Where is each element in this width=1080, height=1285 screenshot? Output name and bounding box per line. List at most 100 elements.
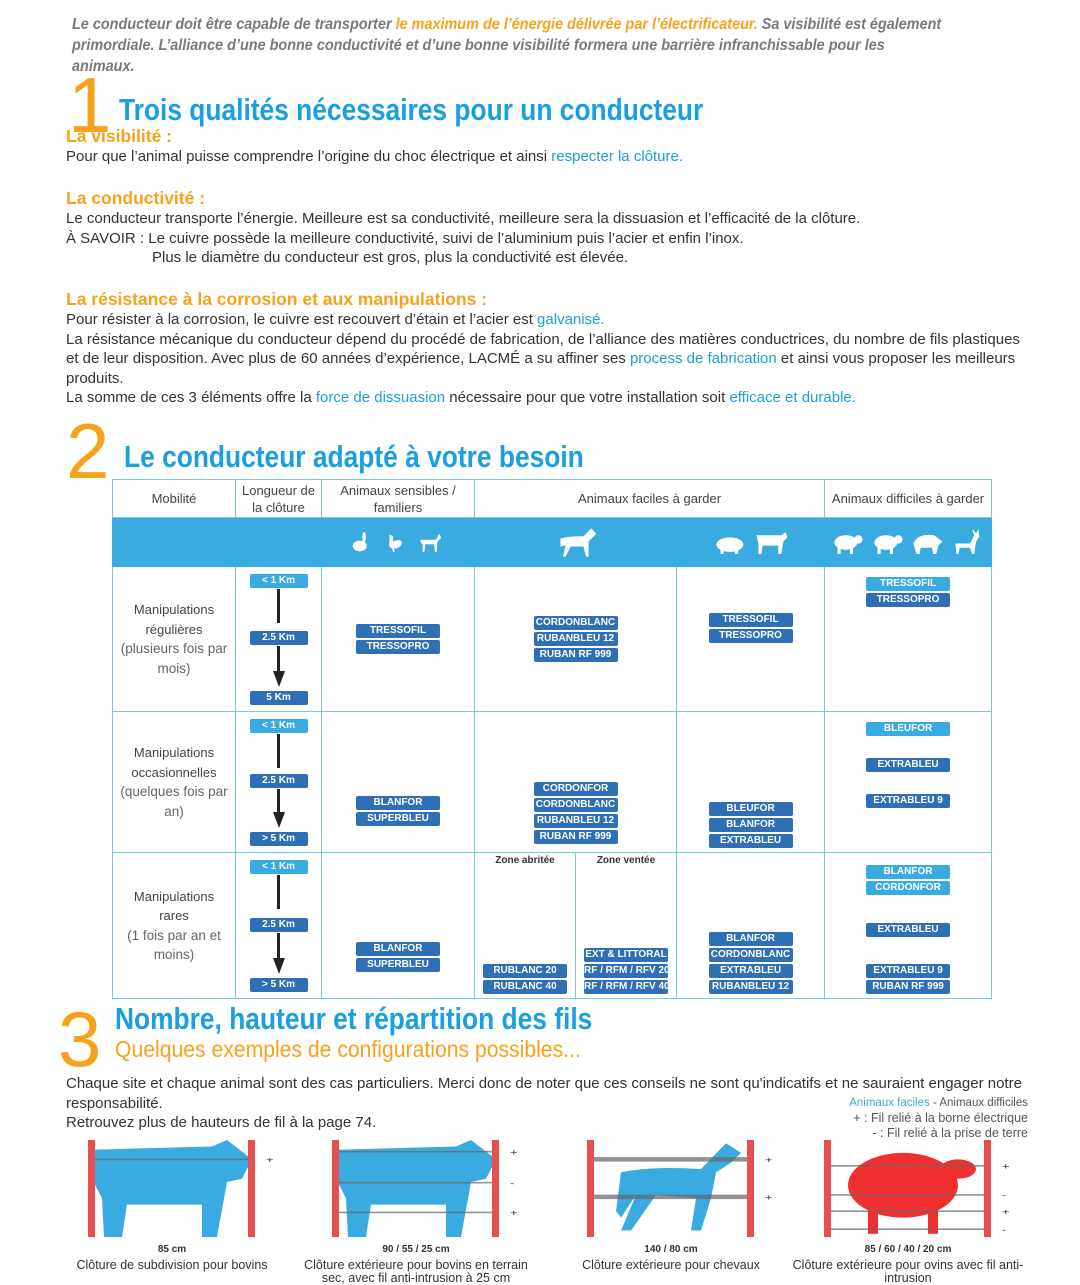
legend-faciles: Animaux faciles xyxy=(849,1097,930,1109)
tag-group: BLANFOR SUPERBLEU xyxy=(322,940,474,974)
section-subtitle-3: Quelques exemples de configurations poss… xyxy=(115,1036,581,1062)
sheep-icon xyxy=(848,1152,976,1234)
header-mobilite: Mobilité xyxy=(112,479,236,518)
fence-example: + - +90 / 55 / 25 cm Clôture extérieure pou… xyxy=(296,1140,536,1285)
product-tag: TRESSOFIL xyxy=(866,577,951,591)
text-segment: Pour que l’animal puisse comprendre l’or… xyxy=(66,148,552,165)
product-tag: RUBAN RF 999 xyxy=(866,980,951,994)
resistance-heading: La résistance à la corrosion et aux mani… xyxy=(66,289,488,309)
product-tag: BLANFOR xyxy=(708,932,793,946)
fence-illustration: + - + - xyxy=(824,1140,1010,1237)
length-tag: 2.5 Km xyxy=(249,917,308,932)
product-tag: RUBANBLEU 12 xyxy=(708,980,793,994)
wire-heights: 85 cm xyxy=(157,1244,187,1255)
tag-group: EXTRABLEU 9 xyxy=(825,792,991,810)
sheep-icon xyxy=(874,535,903,554)
product-tag: TRESSOFIL xyxy=(708,613,793,627)
wire-polarity: + xyxy=(1002,1162,1010,1171)
product-tag: RF / RFM / RFV 20 xyxy=(584,964,670,978)
product-tag: CORDONBLANC xyxy=(533,798,618,812)
tag-group: BLANFOR CORDONFOR xyxy=(825,863,991,897)
fence-post xyxy=(492,1140,499,1237)
fence-illustration: + - + xyxy=(332,1140,518,1237)
text-segment: et ainsi vous proposer les meilleurs pro… xyxy=(66,350,1016,406)
product-tag: TRESSOPRO xyxy=(708,629,793,643)
product-tag: BLANFOR xyxy=(356,796,440,810)
arrow-line xyxy=(277,589,280,623)
wire-polarity: + xyxy=(765,1193,773,1202)
product-tag: BLEUFOR xyxy=(866,722,951,736)
header-sensibles: Animaux sensibles / familiers xyxy=(321,479,475,518)
legend: Animaux faciles - Animaux difficiles + :… xyxy=(849,1096,1028,1141)
visibility-heading: La visibilité : xyxy=(66,126,172,146)
length-scale: < 1 Km 2.5 Km 5 Km xyxy=(236,567,321,711)
fence-caption: Clôture de subdivision pour bovins xyxy=(76,1258,268,1272)
product-tag: RUBAN RF 999 xyxy=(533,830,618,844)
product-tag: RUBLANC 40 xyxy=(483,980,567,994)
zone-ventee-label: Zone ventée xyxy=(596,855,656,866)
tag-group: CORDONBLANC RUBANBLEU 12 RUBAN RF 999 xyxy=(475,614,676,664)
product-tag: RF / RFM / RFV 40 xyxy=(584,980,670,994)
resistance-text: Pour résister à la corrosion, le cuivre … xyxy=(66,310,1026,408)
fence-post xyxy=(747,1140,754,1237)
section-title-2: Le conducteur adapté à votre besoin xyxy=(124,439,584,474)
arrow-down-icon xyxy=(272,671,285,687)
product-tag: CORDONBLANC xyxy=(533,616,618,630)
section-number-2: 2 xyxy=(66,407,110,495)
header-difficiles: Animaux difficiles à garder xyxy=(824,479,993,518)
dog-icon xyxy=(420,533,442,553)
section-title-1: Trois qualités nécessaires pour un condu… xyxy=(119,92,704,127)
horse-icon xyxy=(616,1143,741,1231)
legend-minus: - : Fil relié à la prise de terre xyxy=(872,1126,1028,1140)
length-tag: > 5 Km xyxy=(249,832,308,846)
arrow-down-icon xyxy=(272,812,285,828)
length-scale: < 1 Km 2.5 Km > 5 Km xyxy=(236,712,321,852)
rabbit-icon xyxy=(352,531,367,552)
product-tag: TRESSOPRO xyxy=(356,640,440,654)
intro-text: Le conducteur doit être capable de trans… xyxy=(72,14,946,77)
fence-example: +85 cm Clôture de subdivision pour bovins xyxy=(52,1140,292,1272)
wire-polarity: - xyxy=(1002,1226,1007,1235)
tag-group: BLANFOR SUPERBLEU xyxy=(322,794,474,828)
length-tag: 2.5 Km xyxy=(249,631,308,645)
cow-icon xyxy=(92,1140,252,1237)
length-tag: > 5 Km xyxy=(249,978,308,992)
wire-polarity: + xyxy=(510,1148,518,1157)
length-tag: < 1 Km xyxy=(249,574,308,588)
wire-polarity: + xyxy=(510,1209,518,1218)
zone-abritee-label: Zone abritée xyxy=(495,855,555,866)
tag-group: BLANFOR CORDONBLANC EXTRABLEU RUBANBLEU 12 xyxy=(677,930,824,996)
cow-calf-icon xyxy=(336,1140,496,1237)
product-tag: EXT & LITTORAL xyxy=(584,948,668,962)
product-tag: CORDONFOR xyxy=(866,881,951,895)
highlight-text: respecter la clôture. xyxy=(551,148,684,165)
product-tag: RUBAN RF 999 xyxy=(533,648,618,662)
product-tag: SUPERBLEU xyxy=(356,812,440,826)
legend-plus: + : Fil relié à la borne électrique xyxy=(853,1111,1028,1125)
mobility-cell: Manipulations occasionnelles (quelques fo… xyxy=(112,711,236,853)
legend-sep: - xyxy=(929,1097,940,1109)
horse-icon xyxy=(560,528,596,557)
disclaimer-text: Chaque site et chaque animal sont des ca… xyxy=(66,1075,1022,1112)
wire-heights: 90 / 55 / 25 cm xyxy=(382,1244,450,1255)
conductivity-heading: La conductivité : xyxy=(66,188,206,208)
highlight-text: process de fabrication xyxy=(629,350,777,367)
a-savoir-label: À SAVOIR xyxy=(66,229,136,247)
arrow-line xyxy=(277,734,280,768)
product-tag: BLANFOR xyxy=(866,865,951,879)
fence-post xyxy=(88,1140,95,1237)
fence-post xyxy=(587,1140,594,1237)
visibility-text: Pour que l’animal puisse comprendre l’or… xyxy=(66,147,683,167)
page-reference: Retrouvez plus de hauteurs de fil à la p… xyxy=(66,1114,377,1131)
table-row: Manipulations régulières (plusieurs fois … xyxy=(112,566,993,712)
fence-post xyxy=(824,1140,831,1237)
mobility-sub: (1 fois par an et moins) xyxy=(127,927,221,963)
wire-heights: 140 / 80 cm xyxy=(644,1244,698,1255)
highlight-text: le maximum de l’énergie délivrée par l’é… xyxy=(395,16,758,33)
arrow-line xyxy=(277,646,280,673)
fence-post xyxy=(984,1140,991,1237)
sheep-icon xyxy=(834,535,863,554)
wire-polarity: + xyxy=(1002,1207,1010,1216)
header-longueur: Longueur de la clôture xyxy=(235,479,322,518)
wire-polarity: + xyxy=(765,1156,773,1165)
